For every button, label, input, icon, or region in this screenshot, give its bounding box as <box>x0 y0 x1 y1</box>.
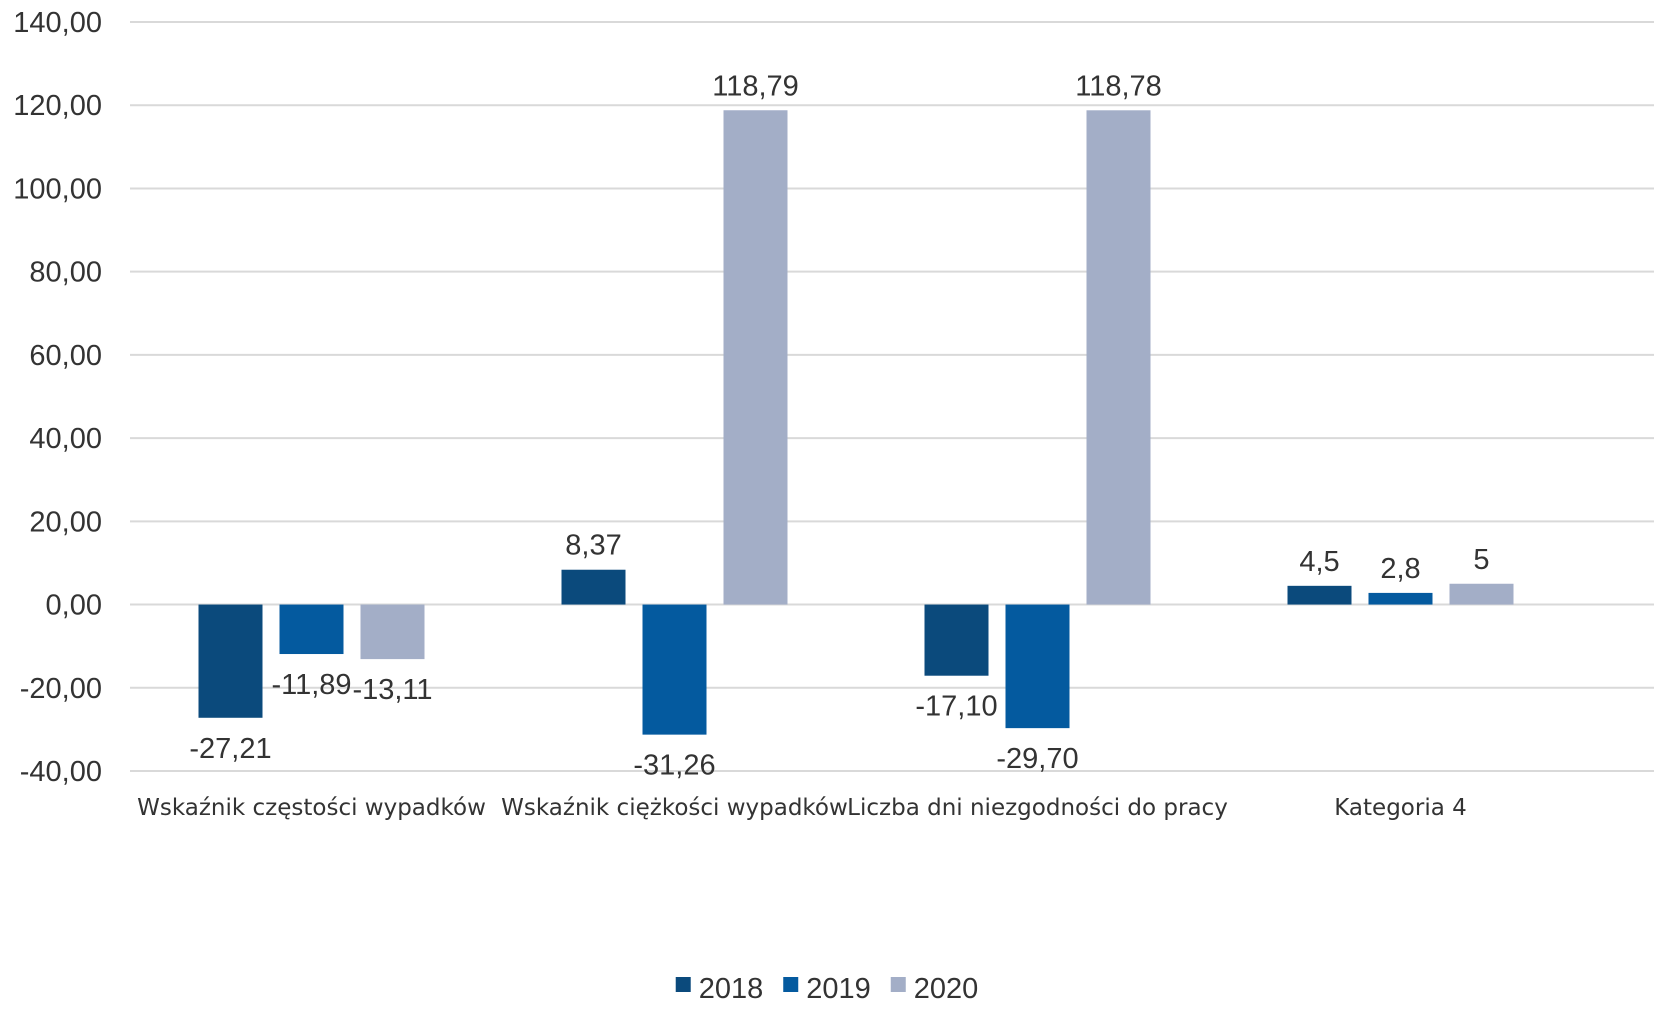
bar-2019-2 <box>642 604 707 735</box>
data-label-2020-4: 5 <box>1473 544 1489 576</box>
y-tick-label: 60,00 <box>29 340 102 372</box>
category-label: Wskaźnik częstości wypadków <box>137 795 486 821</box>
bar-2020-4 <box>1449 583 1514 605</box>
y-tick-label: 40,00 <box>29 423 102 455</box>
y-axis-ticks: 140,00 120,00 100,00 80,00 60,00 40,00 20,00 0,… <box>13 7 102 788</box>
bar-2018-4 <box>1287 585 1352 605</box>
category-label: Kategoria 4 <box>1334 795 1467 821</box>
bar-2019-3 <box>1005 604 1070 729</box>
bar-2020-1 <box>360 604 425 660</box>
data-label-2019-1: -11,89 <box>271 669 351 701</box>
legend-label: 2018 <box>699 973 764 1005</box>
grid-layer <box>130 21 1654 772</box>
category-label: Wskaźnik ciężkości wypadków <box>501 795 848 821</box>
legend-swatch <box>783 977 799 992</box>
y-tick-label: 0,00 <box>46 590 102 622</box>
y-tick-label: 20,00 <box>29 506 102 538</box>
data-label-2019-3: -29,70 <box>996 743 1078 775</box>
bar-2019-4 <box>1368 592 1433 605</box>
data-label-2019-2: -31,26 <box>633 750 715 782</box>
legend: 2018 2019 2020 <box>675 973 979 1005</box>
data-label-2020-3: 118,78 <box>1075 70 1162 102</box>
bar-2020-3 <box>1086 110 1151 605</box>
bars <box>198 110 1514 735</box>
data-label-2018-1: -27,21 <box>189 733 271 765</box>
category-label: Liczba dni niezgodności do pracy <box>847 795 1228 821</box>
data-label-2019-4: 2,8 <box>1380 553 1420 585</box>
y-tick-label: 80,00 <box>29 257 102 289</box>
y-tick-label: -20,00 <box>20 673 102 705</box>
legend-item-2018: 2018 <box>675 973 764 1005</box>
legend-swatch <box>890 977 906 992</box>
data-label-2020-1: -13,11 <box>352 674 432 706</box>
y-tick-label: -40,00 <box>20 756 102 788</box>
y-tick-label: 120,00 <box>13 90 102 122</box>
bar-2018-3 <box>924 604 989 676</box>
y-tick-label: 100,00 <box>13 173 102 205</box>
legend-item-2020: 2020 <box>890 973 979 1005</box>
data-label-2018-2: 8,37 <box>565 530 621 562</box>
data-labels: -27,21-11,89 -13,11 8,37 -31,26 118,79 -17,10… <box>189 70 1489 781</box>
category-labels: Wskaźnik częstości wypadków Wskaźnik cięż… <box>137 795 1467 821</box>
y-tick-label: 140,00 <box>13 7 102 39</box>
legend-swatch <box>675 977 691 992</box>
bar-2018-2 <box>561 569 626 605</box>
legend-label: 2019 <box>806 973 871 1005</box>
data-label-2020-2: 118,79 <box>712 70 799 102</box>
data-label-2018-4: 4,5 <box>1299 546 1339 578</box>
bar-2020-2 <box>723 110 788 605</box>
legend-item-2019: 2019 <box>783 973 871 1005</box>
legend-label: 2020 <box>914 973 979 1005</box>
data-label-2018-3: -17,10 <box>915 691 997 723</box>
bar-2019-1 <box>279 604 344 655</box>
bar-2018-1 <box>198 604 263 718</box>
